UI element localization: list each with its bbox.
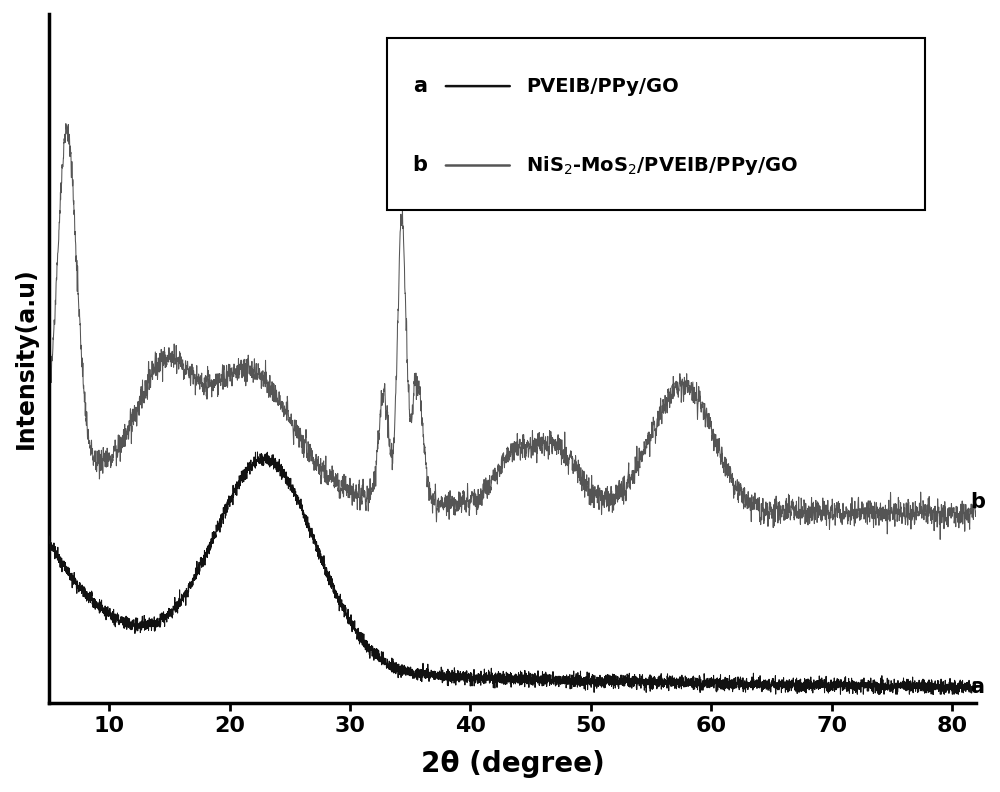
FancyBboxPatch shape [387,38,925,211]
Text: a: a [413,76,427,96]
Y-axis label: Intensity(a.u): Intensity(a.u) [14,268,38,449]
Text: b: b [970,492,985,512]
X-axis label: 2θ (degree): 2θ (degree) [421,750,604,778]
Text: b: b [412,155,427,176]
Text: a: a [970,677,984,697]
Text: PVEIB/PPy/GO: PVEIB/PPy/GO [526,77,679,96]
Text: NiS$_2$-MoS$_2$/PVEIB/PPy/GO: NiS$_2$-MoS$_2$/PVEIB/PPy/GO [526,154,798,177]
